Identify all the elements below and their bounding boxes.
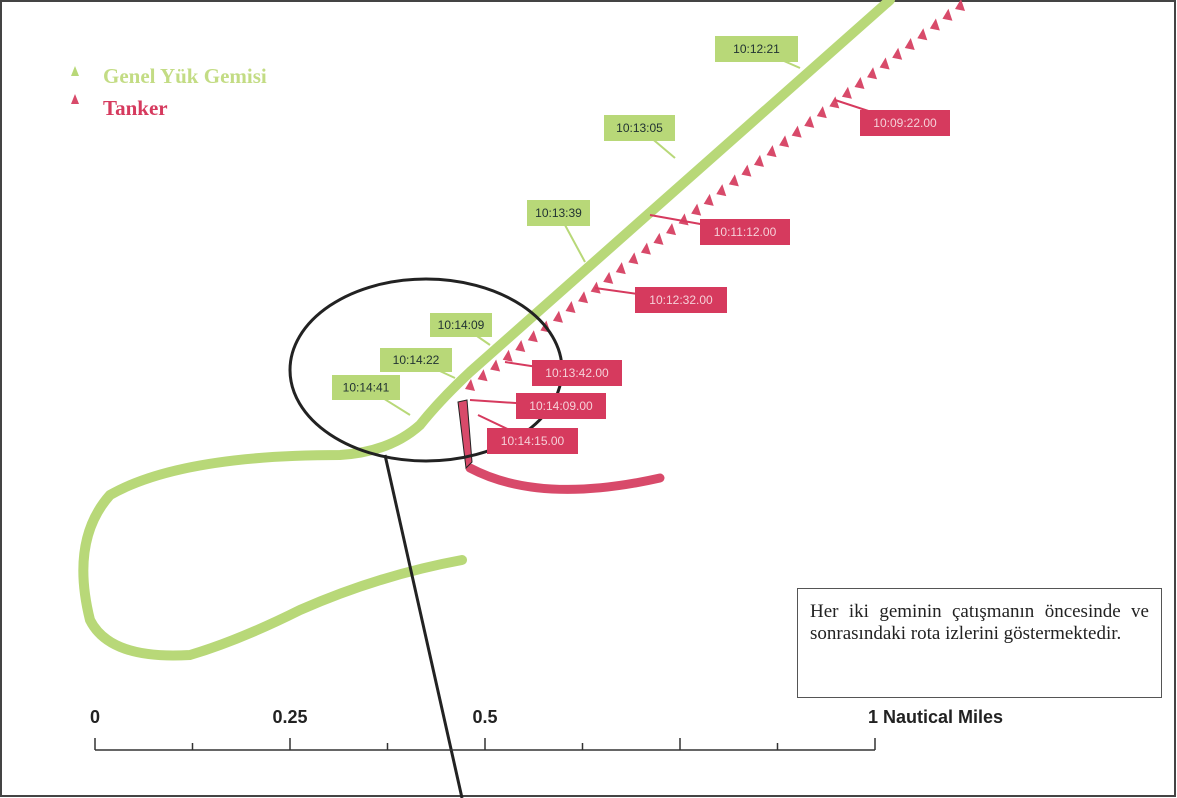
tanker-marker: [502, 349, 513, 362]
tanker-track: [465, 0, 965, 391]
cargo-track: [78, 0, 895, 661]
tanker-marker: [766, 145, 777, 158]
tanker-marker: [490, 359, 501, 372]
tanker-marker: [829, 96, 840, 109]
tanker-marker: [892, 47, 903, 60]
tanker-marker: [753, 154, 764, 167]
tanker-marker: [691, 203, 702, 216]
time-label: 10:14:22: [393, 353, 440, 367]
time-label-box: [635, 287, 727, 313]
tanker-marker: [804, 115, 815, 128]
time-label: 10:09:22.00: [873, 116, 937, 130]
tanker-marker: [703, 193, 714, 206]
tanker-ship: [457, 399, 473, 470]
time-label: 10:12:32.00: [649, 293, 713, 307]
tanker-marker: [653, 232, 664, 245]
legend-label: Genel Yük Gemisi: [103, 64, 267, 88]
legend-label: Tanker: [103, 96, 168, 120]
tanker-marker: [565, 301, 576, 314]
tanker-marker: [477, 369, 488, 382]
time-label-box: [532, 360, 622, 386]
tanker-marker: [816, 106, 827, 119]
tanker-marker: [741, 164, 752, 177]
time-label: 10:14:15.00: [501, 434, 565, 448]
tanker-marker: [841, 86, 852, 99]
time-label: 10:14:41: [343, 381, 390, 395]
tanker-marker: [578, 291, 589, 304]
time-label-box: [332, 375, 400, 400]
time-label-box: [527, 200, 590, 226]
time-label: 10:14:09: [438, 318, 485, 332]
tanker-marker: [666, 223, 677, 236]
time-label: 10:12:21: [733, 42, 780, 56]
tanker-marker: [867, 67, 878, 80]
time-label-box: [860, 110, 950, 136]
tanker-marker: [615, 262, 626, 275]
tanker-marker: [942, 8, 953, 21]
time-label-box: [430, 313, 492, 337]
time-label-box: [516, 393, 606, 419]
time-label-box: [700, 219, 790, 245]
legend-marker: [71, 94, 79, 104]
pointer-line: [383, 454, 464, 798]
tanker-marker: [603, 271, 614, 284]
time-label: 10:11:12.00: [714, 225, 777, 239]
time-label: 10:14:09.00: [529, 399, 593, 413]
tanker-marker: [955, 0, 965, 11]
time-label-box: [604, 115, 675, 141]
tanker-marker: [527, 330, 538, 343]
scale-label: 0: [90, 707, 100, 727]
time-label: 10:13:39: [535, 206, 582, 220]
tanker-marker: [728, 174, 739, 187]
tanker-marker: [779, 135, 790, 148]
scale-label: 0.5: [472, 707, 497, 727]
tanker-marker: [552, 310, 563, 323]
tanker-marker: [904, 37, 915, 50]
tanker-marker: [879, 57, 890, 70]
legend-marker: [71, 66, 79, 76]
tanker-marker: [678, 213, 689, 226]
tanker-after-track: [465, 463, 665, 494]
tanker-marker: [640, 242, 651, 255]
time-label: 10:13:42.00: [545, 366, 609, 380]
time-label-box: [380, 348, 452, 372]
tanker-marker: [791, 125, 802, 138]
tanker-marker: [515, 340, 526, 353]
tanker-marker: [917, 28, 928, 41]
tanker-marker: [854, 76, 865, 89]
scale-label: 1 Nautical Miles: [868, 707, 1003, 727]
tanker-marker: [929, 18, 940, 31]
scale-label: 0.25: [272, 707, 307, 727]
tanker-marker: [465, 379, 475, 391]
tanker-marker: [628, 252, 639, 265]
caption: Her iki geminin çatışmanın öncesinde ve …: [797, 588, 1162, 698]
time-label-box: [487, 428, 578, 454]
tanker-marker: [716, 184, 727, 197]
time-label-box: [715, 36, 798, 62]
time-label: 10:13:05: [616, 121, 663, 135]
